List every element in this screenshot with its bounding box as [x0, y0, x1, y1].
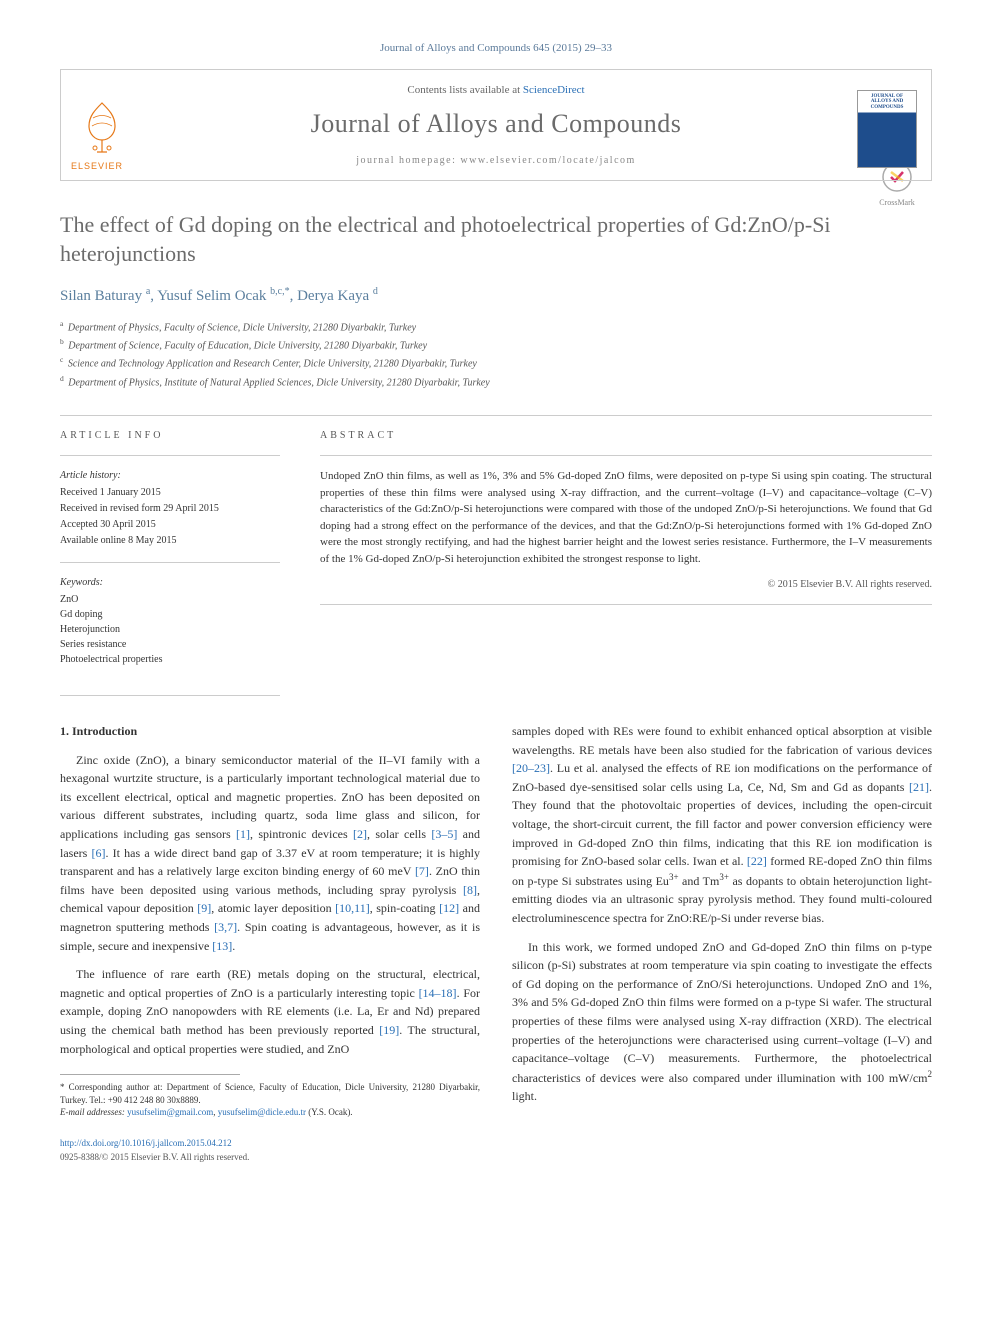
doi-link[interactable]: http://dx.doi.org/10.1016/j.jallcom.2015…: [60, 1137, 480, 1151]
divider: [60, 415, 932, 416]
abstract-copyright: © 2015 Elsevier B.V. All rights reserved…: [320, 577, 932, 592]
article-info-block: ARTICLE INFO Article history: Received 1…: [60, 428, 280, 667]
abstract-block: ABSTRACT Undoped ZnO thin films, as well…: [320, 428, 932, 667]
email-link[interactable]: yusufselim@dicle.edu.tr: [218, 1107, 306, 1117]
history-label: Article history:: [60, 468, 280, 483]
issn-line: 0925-8388/© 2015 Elsevier B.V. All right…: [60, 1151, 480, 1165]
email-line: E-mail addresses: yusufselim@gmail.com, …: [60, 1106, 480, 1119]
affiliations: a Department of Physics, Faculty of Scie…: [60, 318, 932, 391]
reference-link[interactable]: [14–18]: [419, 986, 457, 1000]
affiliation-line: a Department of Physics, Faculty of Scie…: [60, 318, 932, 336]
email-link[interactable]: yusufselim@gmail.com: [127, 1107, 213, 1117]
affiliation-line: b Department of Science, Faculty of Educ…: [60, 336, 932, 354]
body-paragraph: In this work, we formed undoped ZnO and …: [512, 938, 932, 1106]
article-title: The effect of Gd doping on the electrica…: [60, 211, 850, 268]
footnote-separator: [60, 1074, 240, 1075]
reference-link[interactable]: [10,11]: [335, 901, 370, 915]
reference-link[interactable]: [7]: [415, 864, 429, 878]
sciencedirect-link[interactable]: ScienceDirect: [523, 84, 585, 96]
keyword-line: Photoelectrical properties: [60, 652, 280, 667]
keywords-label: Keywords:: [60, 575, 280, 590]
elsevier-tree-icon: [75, 98, 129, 158]
divider: [320, 455, 932, 456]
corresponding-author-note: * Corresponding author at: Department of…: [60, 1081, 480, 1119]
abstract-text: Undoped ZnO thin films, as well as 1%, 3…: [320, 468, 932, 567]
reference-link[interactable]: [13]: [212, 939, 232, 953]
affiliation-line: c Science and Technology Application and…: [60, 354, 932, 372]
history-line: Accepted 30 April 2015: [60, 517, 280, 532]
article-info-heading: ARTICLE INFO: [60, 428, 280, 443]
contents-list-line: Contents lists available at ScienceDirec…: [77, 82, 915, 99]
abstract-heading: ABSTRACT: [320, 428, 932, 443]
reference-link[interactable]: [19]: [379, 1023, 399, 1037]
reference-link[interactable]: [3–5]: [431, 827, 457, 841]
body-paragraph: samples doped with REs were found to exh…: [512, 722, 932, 928]
body-paragraph: Zinc oxide (ZnO), a binary semiconductor…: [60, 751, 480, 956]
divider: [60, 695, 280, 696]
journal-cover-thumbnail: JOURNAL OFALLOYS AND COMPOUNDS: [857, 90, 917, 168]
history-line: Available online 8 May 2015: [60, 533, 280, 548]
authors-line: Silan Baturay a, Yusuf Selim Ocak b,c,*,…: [60, 284, 932, 308]
keyword-line: Heterojunction: [60, 622, 280, 637]
keyword-line: Gd doping: [60, 607, 280, 622]
reference-link[interactable]: [6]: [92, 846, 106, 860]
divider: [60, 562, 280, 563]
keyword-line: ZnO: [60, 592, 280, 607]
history-line: Received in revised form 29 April 2015: [60, 501, 280, 516]
reference-link[interactable]: [12]: [439, 901, 459, 915]
body-column-right: samples doped with REs were found to exh…: [512, 722, 932, 1165]
reference-link[interactable]: [21]: [909, 780, 929, 794]
body-column-left: 1. Introduction Zinc oxide (ZnO), a bina…: [60, 722, 480, 1165]
reference-link[interactable]: [3,7]: [214, 920, 237, 934]
journal-homepage: journal homepage: www.elsevier.com/locat…: [77, 153, 915, 168]
body-paragraph: The influence of rare earth (RE) metals …: [60, 965, 480, 1058]
reference-link[interactable]: [9]: [197, 901, 211, 915]
keyword-line: Series resistance: [60, 637, 280, 652]
reference-link[interactable]: [1]: [236, 827, 250, 841]
reference-link[interactable]: [2]: [353, 827, 367, 841]
history-line: Received 1 January 2015: [60, 485, 280, 500]
affiliation-line: d Department of Physics, Institute of Na…: [60, 373, 932, 391]
reference-link[interactable]: [8]: [463, 883, 477, 897]
crossmark-label: CrossMark: [862, 197, 932, 209]
divider: [320, 604, 932, 605]
top-citation: Journal of Alloys and Compounds 645 (201…: [60, 40, 932, 57]
elsevier-label: ELSEVIER: [71, 160, 123, 174]
info-abstract-row: ARTICLE INFO Article history: Received 1…: [60, 428, 932, 667]
journal-header: ELSEVIER JOURNAL OFALLOYS AND COMPOUNDS …: [60, 69, 932, 182]
journal-name: Journal of Alloys and Compounds: [77, 104, 915, 143]
corresponding-text: * Corresponding author at: Department of…: [60, 1081, 480, 1106]
divider: [60, 455, 280, 456]
reference-link[interactable]: [20–23]: [512, 761, 550, 775]
reference-link[interactable]: [22]: [747, 854, 767, 868]
body-columns: 1. Introduction Zinc oxide (ZnO), a bina…: [60, 722, 932, 1165]
section-heading-intro: 1. Introduction: [60, 722, 480, 741]
